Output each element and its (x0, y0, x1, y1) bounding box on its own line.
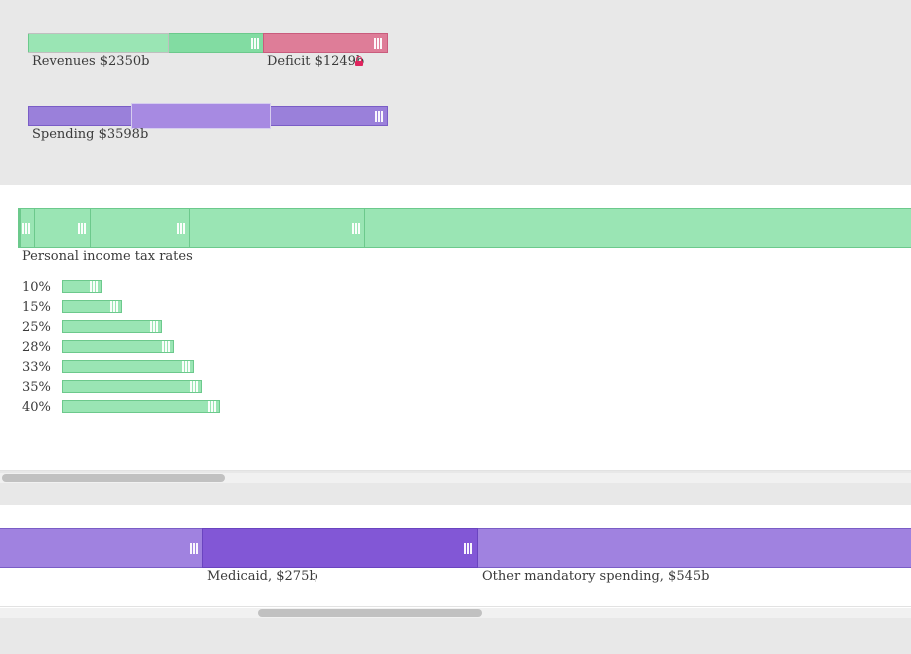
tax-rate-slider[interactable] (62, 320, 162, 333)
revenue-segment-divider (90, 209, 91, 247)
revenue-segment-handle[interactable] (22, 223, 31, 234)
revenue-segment-divider (19, 209, 21, 247)
revenues-segment[interactable] (28, 33, 264, 53)
tax-rate-label: 40% (22, 400, 51, 415)
tax-rate-slider[interactable] (62, 300, 122, 313)
revenue-segment-divider (364, 209, 365, 247)
revenue-deficit-bar (28, 33, 388, 53)
tax-rate-handle[interactable] (162, 341, 171, 352)
spending-segment-handle[interactable] (190, 543, 199, 554)
panel-divider (0, 470, 911, 471)
tax-rate-slider[interactable] (62, 360, 194, 373)
spending-focus-area (131, 103, 271, 129)
spending-label: Spending $3598b (32, 127, 149, 142)
panel-divider (0, 606, 911, 607)
revenue-scrollbar-thumb[interactable] (2, 474, 225, 482)
tax-rate-label: 28% (22, 340, 51, 355)
tax-rate-slider[interactable] (62, 340, 174, 353)
tax-rate-handle[interactable] (208, 401, 217, 412)
tax-rate-label: 25% (22, 320, 51, 335)
tax-rate-handle[interactable] (110, 301, 119, 312)
other-mandatory-label: Other mandatory spending, $545b (482, 569, 710, 584)
deficit-segment[interactable] (263, 33, 388, 53)
tax-rate-handle[interactable] (182, 361, 191, 372)
tax-rate-slider[interactable] (62, 380, 202, 393)
revenue-segment-handle[interactable] (78, 223, 87, 234)
medicaid-drag-handle[interactable] (464, 543, 473, 554)
revenue-breakdown-bar (18, 208, 911, 248)
tax-rate-slider[interactable] (62, 400, 220, 413)
revenue-scrollbar[interactable] (0, 473, 911, 483)
tax-rate-handle[interactable] (90, 281, 99, 292)
tax-rates-title: Personal income tax rates (22, 249, 193, 264)
spending-drag-handle[interactable] (375, 111, 384, 122)
tax-rate-label: 33% (22, 360, 51, 375)
tax-rate-label: 10% (22, 280, 51, 295)
deficit-label: Deficit $1249b (267, 54, 365, 69)
medicaid-label: Medicaid, $275b (207, 569, 318, 584)
medicaid-segment[interactable] (202, 528, 478, 568)
deficit-drag-handle[interactable] (374, 38, 383, 49)
revenues-label: Revenues $2350b (32, 54, 150, 69)
tax-rate-label: 15% (22, 300, 51, 315)
spending-breakdown-bar (0, 528, 911, 568)
tax-rate-handle[interactable] (150, 321, 159, 332)
revenue-segment-divider (189, 209, 190, 247)
revenues-highlight-outline (28, 33, 169, 53)
spending-scrollbar[interactable] (0, 608, 911, 618)
tax-rate-slider[interactable] (62, 280, 102, 293)
revenue-segment-handle[interactable] (177, 223, 186, 234)
lock-icon[interactable] (355, 56, 363, 66)
revenue-detail-panel: Personal income tax rates 10% 15% 25% 28… (0, 185, 911, 471)
spending-scrollbar-thumb[interactable] (258, 609, 482, 617)
revenues-drag-handle[interactable] (251, 38, 260, 49)
revenue-segment-handle[interactable] (352, 223, 361, 234)
tax-rate-handle[interactable] (190, 381, 199, 392)
revenue-segment-divider (34, 209, 35, 247)
tax-rate-label: 35% (22, 380, 51, 395)
spending-bar[interactable] (28, 103, 388, 129)
revenues-focus-area (169, 34, 264, 52)
medicaid-marker (315, 573, 316, 582)
spending-detail-panel: Medicaid, $275b Other mandatory spending… (0, 505, 911, 608)
